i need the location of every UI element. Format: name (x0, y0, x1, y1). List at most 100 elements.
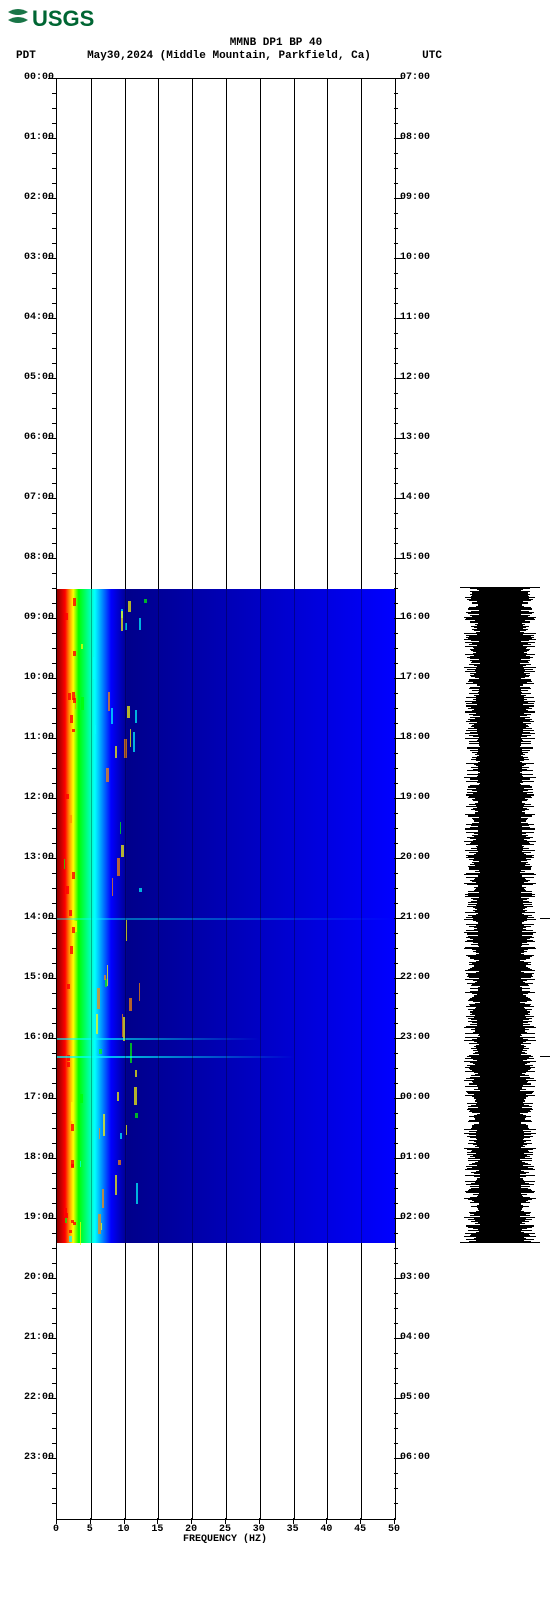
spectrogram-chart: 00:0007:0001:0008:0002:0009:0003:0010:00… (0, 68, 552, 1588)
tick-right-minor (394, 573, 398, 574)
tick-left-minor (52, 888, 56, 889)
tick-right (394, 258, 402, 259)
tick-right-minor (394, 393, 398, 394)
tick-left-minor (52, 573, 56, 574)
red-blob (73, 651, 76, 656)
tick-right-minor (394, 1008, 398, 1009)
noise-streak (106, 768, 109, 782)
red-blob (65, 613, 68, 620)
tick-right-minor (394, 603, 398, 604)
tick-right-minor (394, 993, 398, 994)
tick-right-minor (394, 1263, 398, 1264)
noise-streak (102, 1189, 104, 1208)
tick-left-minor (52, 288, 56, 289)
tick-right-minor (394, 843, 398, 844)
tick-right-minor (394, 153, 398, 154)
ylabel-right: 10:00 (400, 252, 430, 263)
tick-right-minor (394, 1113, 398, 1114)
ylabel-right: 00:00 (400, 1092, 430, 1103)
tick-left-minor (52, 228, 56, 229)
noise-streak (65, 1218, 67, 1223)
noise-streak (95, 725, 96, 735)
tick-left-minor (52, 513, 56, 514)
tick-left-minor (52, 1248, 56, 1249)
tick-left (48, 1098, 56, 1099)
noise-streak (81, 697, 84, 710)
tick-left-minor (52, 213, 56, 214)
ylabel-right: 19:00 (400, 792, 430, 803)
red-blob (68, 693, 71, 700)
red-blob (67, 984, 70, 988)
red-blob (72, 692, 75, 700)
noise-streak (126, 1125, 127, 1134)
tick-left (48, 978, 56, 979)
waveform (460, 588, 540, 1242)
tick-left-minor (52, 93, 56, 94)
tick-right-minor (394, 348, 398, 349)
tick-right-minor (394, 423, 398, 424)
tick-right-minor (394, 1353, 398, 1354)
ylabel-right: 17:00 (400, 672, 430, 683)
tick-right-minor (394, 1068, 398, 1069)
tick-left-minor (52, 153, 56, 154)
ylabel-right: 12:00 (400, 372, 430, 383)
red-blob (67, 1062, 70, 1067)
tick-right-minor (394, 588, 398, 589)
red-blob (73, 1222, 76, 1225)
tick-left-minor (52, 1428, 56, 1429)
vgrid-over (158, 589, 159, 1243)
tick-left-minor (52, 348, 56, 349)
tick-left-minor (52, 1023, 56, 1024)
tick-right-minor (394, 708, 398, 709)
tick-left-minor (52, 1143, 56, 1144)
tick-left-minor (52, 483, 56, 484)
noise-streak (98, 1214, 100, 1233)
tick-right (394, 798, 402, 799)
tick-right (394, 1398, 402, 1399)
tick-left-minor (52, 1203, 56, 1204)
noise-streak (129, 998, 132, 1012)
wf-cap-top (460, 587, 540, 588)
tick-left (48, 378, 56, 379)
noise-streak (121, 611, 123, 631)
tick-left-minor (52, 1368, 56, 1369)
tick-left-minor (52, 333, 56, 334)
ylabel-right: 05:00 (400, 1392, 430, 1403)
tick-left-minor (52, 1128, 56, 1129)
ylabel-right: 06:00 (400, 1452, 430, 1463)
red-blob (64, 1208, 67, 1217)
tick-left-minor (52, 1473, 56, 1474)
tick-right-minor (394, 963, 398, 964)
tick-left-minor (52, 1188, 56, 1189)
tick-right-minor (394, 1023, 398, 1024)
tick-left-minor (52, 408, 56, 409)
noise-streak (139, 983, 141, 1000)
tick-right-minor (394, 333, 398, 334)
tz-right: UTC (422, 50, 442, 62)
noise-streak (120, 822, 121, 834)
noise-streak (120, 1133, 122, 1138)
noise-streak (133, 732, 134, 752)
tick-left (48, 78, 56, 79)
plot-area (56, 78, 396, 1520)
tick-right-minor (394, 468, 398, 469)
noise-streak (103, 1114, 105, 1136)
ylabel-right: 14:00 (400, 492, 430, 503)
tick-left-minor (52, 903, 56, 904)
chart-title: MMNB DP1 BP 40 (0, 36, 552, 50)
tick-right (394, 678, 402, 679)
tick-right-minor (394, 183, 398, 184)
noise-streak (136, 1183, 137, 1205)
tick-right-minor (394, 648, 398, 649)
tick-left-minor (52, 1488, 56, 1489)
tick-right-minor (394, 1128, 398, 1129)
tick-left-minor (52, 1413, 56, 1414)
noise-streak (117, 858, 120, 876)
tick-right (394, 78, 402, 79)
ylabel-right: 20:00 (400, 852, 430, 863)
tick-left-minor (52, 468, 56, 469)
tick-left (48, 618, 56, 619)
wf-cap-bot (460, 1242, 540, 1243)
tick-left (48, 858, 56, 859)
tick-left (48, 1218, 56, 1219)
